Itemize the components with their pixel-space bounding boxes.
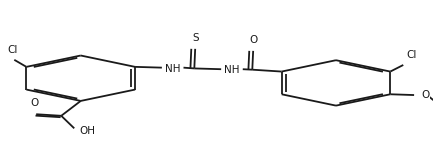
Text: OH: OH bbox=[79, 126, 95, 136]
Text: Cl: Cl bbox=[407, 50, 417, 60]
Text: NH: NH bbox=[165, 64, 181, 74]
Text: O: O bbox=[250, 35, 258, 45]
Text: O: O bbox=[30, 98, 38, 108]
Text: S: S bbox=[192, 33, 199, 43]
Text: Cl: Cl bbox=[7, 45, 17, 55]
Text: NH: NH bbox=[224, 65, 240, 76]
Text: O: O bbox=[421, 90, 429, 100]
